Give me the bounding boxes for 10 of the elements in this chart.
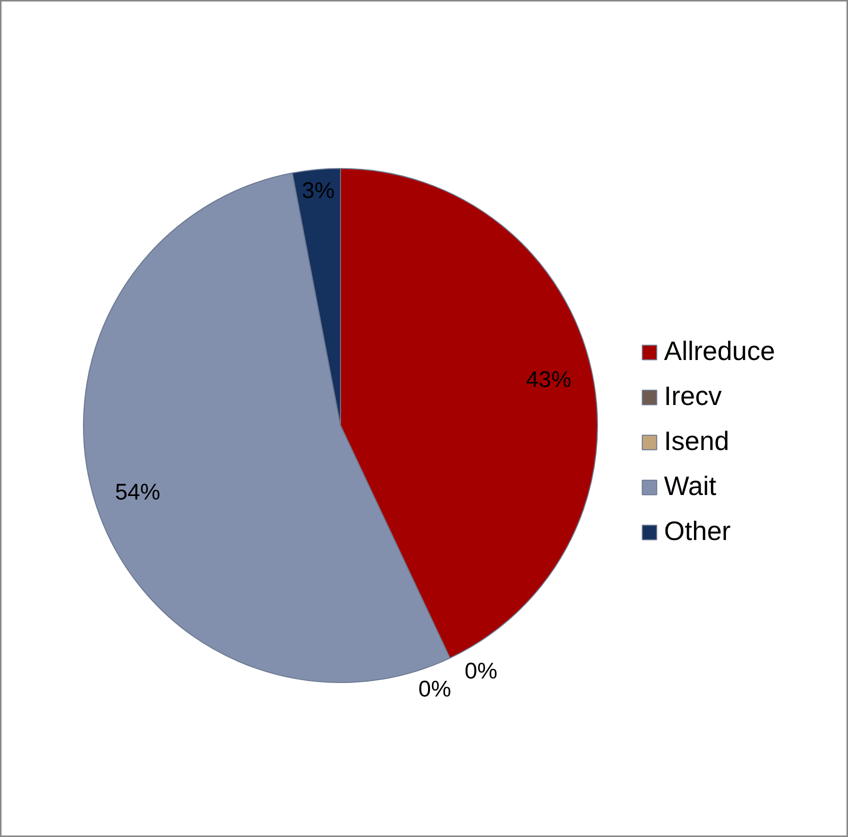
data-label: 54% [114,478,160,504]
legend-label: Allreduce [664,336,776,367]
legend-label: Isend [664,426,730,457]
data-label: 3% [302,177,335,204]
legend-label: Irecv [664,381,722,412]
text: 0% [464,658,498,684]
legend-label: Other [664,516,731,547]
data-label: 43% [526,366,572,392]
legend-label: Wait [664,471,716,502]
text: 0% [418,676,452,702]
